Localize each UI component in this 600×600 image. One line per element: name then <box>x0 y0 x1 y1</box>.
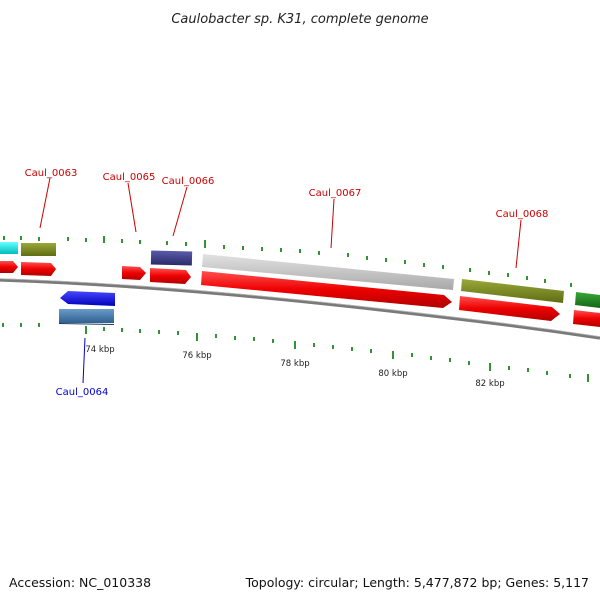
leader-line-0064 <box>82 337 86 384</box>
gene-block-steelblue-0064[interactable] <box>59 309 114 323</box>
gene-label-caul-0065[interactable]: Caul_0065 <box>103 172 156 183</box>
cds-arrow-5[interactable] <box>201 271 452 308</box>
forward-features <box>0 242 600 308</box>
leader-line-0065 <box>127 182 137 233</box>
map-title: Caulobacter sp. K31, complete genome <box>171 12 428 27</box>
leader-line-0066 <box>172 186 188 237</box>
gene-label-caul-0067[interactable]: Caul_0067 <box>309 188 362 199</box>
genome-backbone <box>0 278 600 340</box>
scale-labels: 74 kbp 76 kbp 78 kbp 80 kbp 82 kbp <box>85 345 504 389</box>
forward-gene-labels: Caul_0063 Caul_0065 Caul_0066 Caul_0067 … <box>25 168 549 269</box>
gene-block-olive-0068[interactable] <box>461 279 564 303</box>
scale-label-82kbp: 82 kbp <box>475 379 504 389</box>
gene-block-cyan[interactable] <box>0 242 18 254</box>
gene-block-olive-0063[interactable] <box>21 243 56 256</box>
cds-arrows <box>0 261 600 327</box>
scale-label-76kbp: 76 kbp <box>182 351 211 361</box>
reverse-gene-labels: Caul_0064 <box>56 337 109 398</box>
cds-arrow-4[interactable] <box>150 268 191 284</box>
gene-block-green[interactable] <box>575 292 600 308</box>
cds-arrow-2[interactable] <box>21 262 56 276</box>
gene-label-caul-0068[interactable]: Caul_0068 <box>496 209 549 220</box>
gene-block-gray-0067[interactable] <box>202 254 454 290</box>
gene-label-caul-0064[interactable]: Caul_0064 <box>56 387 109 398</box>
genome-backbone-highlight <box>0 278 600 337</box>
outer-tick-marks <box>3 236 572 287</box>
genome-summary-text: Topology: circular; Length: 5,477,872 bp… <box>245 575 589 590</box>
cds-arrow-3[interactable] <box>122 266 146 280</box>
leader-line-0068 <box>515 219 522 269</box>
scale-label-80kbp: 80 kbp <box>378 369 407 379</box>
scale-label-78kbp: 78 kbp <box>280 359 309 369</box>
gene-block-navy-0066[interactable] <box>150 250 193 266</box>
reverse-features <box>58 291 115 325</box>
gene-label-caul-0063[interactable]: Caul_0063 <box>25 168 78 179</box>
gene-block-steelblue-underline <box>58 323 115 325</box>
cds-arrow-1[interactable] <box>0 261 18 273</box>
cds-arrow-6[interactable] <box>459 296 560 321</box>
gene-label-caul-0066[interactable]: Caul_0066 <box>162 176 215 187</box>
accession-text: Accession: NC_010338 <box>9 575 151 590</box>
leader-line-0067 <box>330 198 335 249</box>
cds-arrow-7[interactable] <box>573 310 600 327</box>
leader-line-0063 <box>39 177 51 229</box>
inner-tick-marks <box>2 323 589 382</box>
scale-label-74kbp: 74 kbp <box>85 345 114 355</box>
gene-block-blue-0064[interactable] <box>60 291 115 306</box>
